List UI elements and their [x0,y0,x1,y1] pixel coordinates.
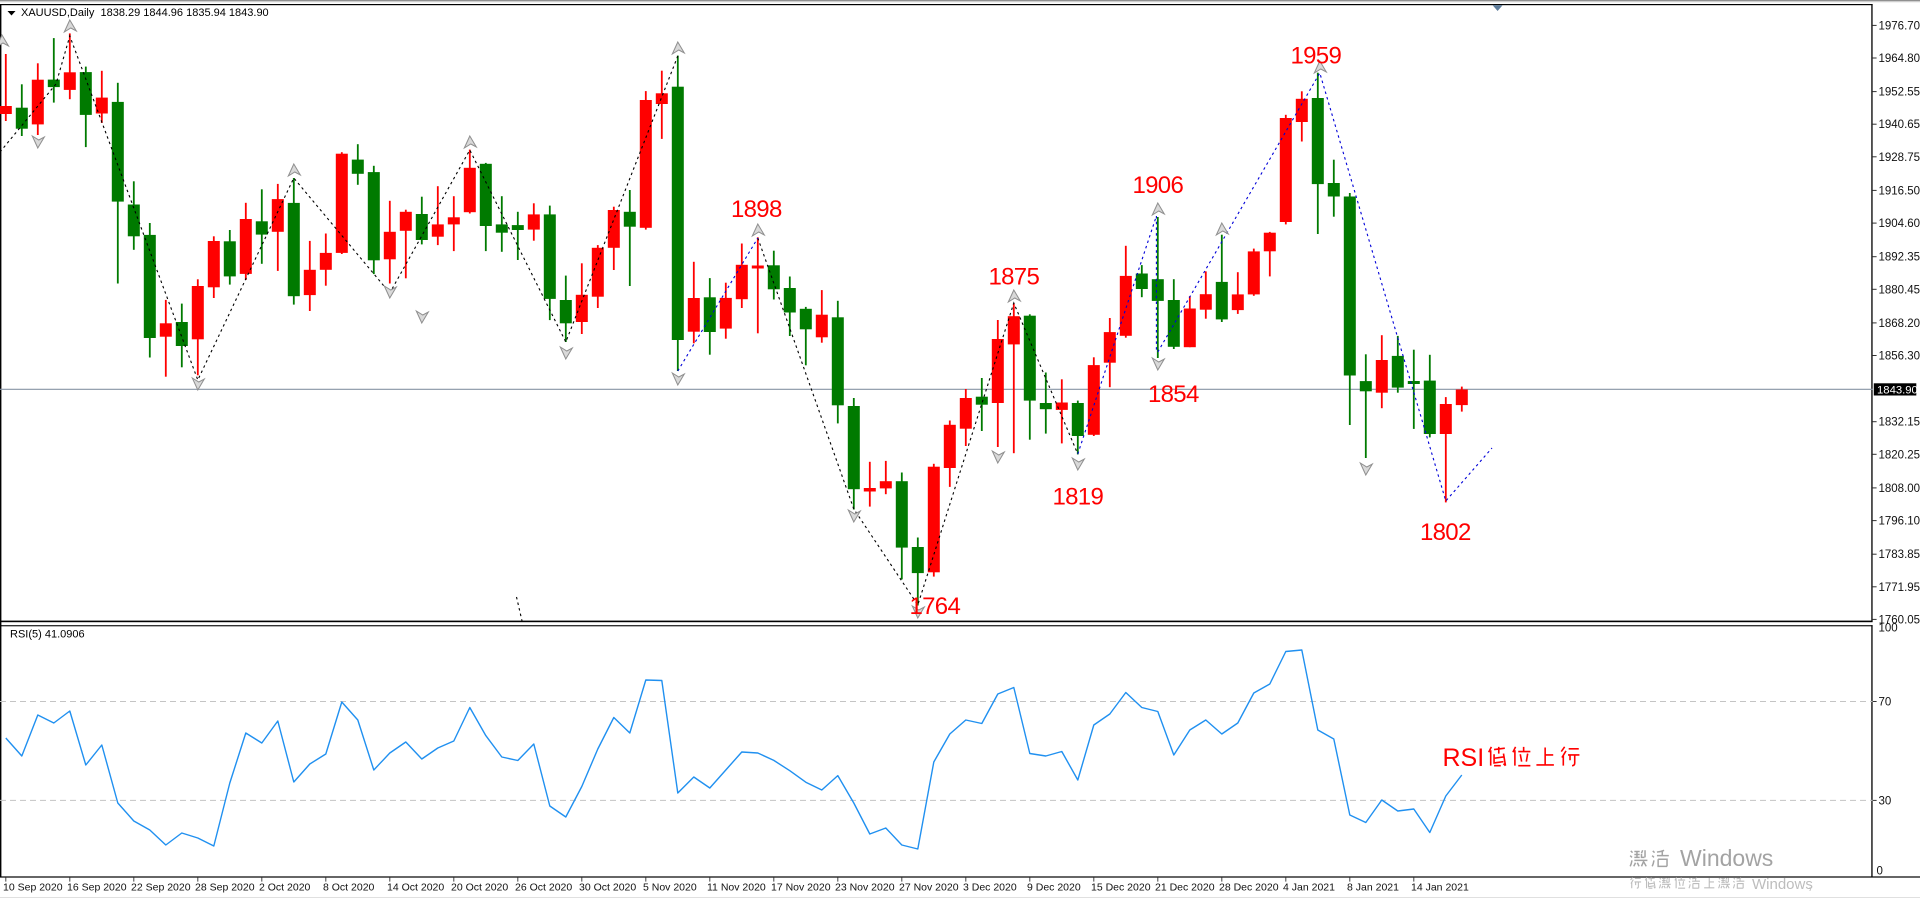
svg-text:1906: 1906 [1133,172,1184,199]
svg-text:1808.00: 1808.00 [1879,483,1920,495]
svg-text:0: 0 [1877,866,1883,878]
svg-text:1771.95: 1771.95 [1879,582,1920,594]
svg-text:1928.75: 1928.75 [1879,152,1920,164]
svg-text:1764: 1764 [910,593,961,620]
svg-text:,: , [1808,876,1812,893]
svg-text:22 Sep 2020: 22 Sep 2020 [131,882,191,894]
svg-text:100: 100 [1879,623,1898,635]
svg-text:1940.65: 1940.65 [1879,119,1920,131]
svg-text:10 Sep 2020: 10 Sep 2020 [3,882,63,894]
svg-text:16 Sep 2020: 16 Sep 2020 [67,882,127,894]
svg-text:1820.25: 1820.25 [1879,449,1920,461]
svg-text:1856.30: 1856.30 [1879,351,1920,363]
svg-text:1916.50: 1916.50 [1879,185,1920,197]
svg-text:1898: 1898 [731,196,782,223]
svg-text:1783.85: 1783.85 [1879,549,1920,561]
svg-text:26 Oct 2020: 26 Oct 2020 [515,882,572,894]
svg-text:1904.60: 1904.60 [1879,218,1920,230]
svg-text:1802: 1802 [1420,519,1471,546]
svg-text:1976.70: 1976.70 [1879,20,1920,32]
svg-text:27 Nov 2020: 27 Nov 2020 [899,882,959,894]
svg-text:30: 30 [1879,795,1892,807]
svg-text:1892.35: 1892.35 [1879,252,1920,264]
svg-text:1819: 1819 [1053,484,1104,511]
svg-text:RSI: RSI [1443,744,1485,772]
svg-text:1964.80: 1964.80 [1879,53,1920,65]
svg-text:8 Oct 2020: 8 Oct 2020 [323,882,375,894]
svg-text:5 Nov 2020: 5 Nov 2020 [643,882,697,894]
svg-text:XAUUSD,Daily 1838.29 1844.96: XAUUSD,Daily 1838.29 1844.96 1835.94 184… [21,7,269,19]
svg-text:1796.10: 1796.10 [1879,516,1920,528]
svg-text:8 Jan 2021: 8 Jan 2021 [1347,882,1399,894]
svg-text:1952.55: 1952.55 [1879,87,1920,99]
svg-text:21 Dec 2020: 21 Dec 2020 [1155,882,1215,894]
svg-text:28 Sep 2020: 28 Sep 2020 [195,882,255,894]
svg-text:Windows: Windows [1680,845,1773,871]
svg-text:14 Jan 2021: 14 Jan 2021 [1411,882,1469,894]
svg-text:1880.45: 1880.45 [1879,284,1920,296]
svg-text:RSI(5) 41.0906: RSI(5) 41.0906 [10,629,85,641]
svg-text:2 Oct 2020: 2 Oct 2020 [259,882,311,894]
svg-text:1868.20: 1868.20 [1879,318,1920,330]
svg-text:9 Dec 2020: 9 Dec 2020 [1027,882,1081,894]
svg-text:28 Dec 2020: 28 Dec 2020 [1219,882,1279,894]
svg-text:11 Nov 2020: 11 Nov 2020 [707,882,766,894]
svg-text:70: 70 [1879,697,1892,709]
svg-text:1854: 1854 [1148,381,1199,408]
svg-text:Windows: Windows [1752,876,1813,893]
svg-text:14 Oct 2020: 14 Oct 2020 [387,882,444,894]
svg-text:20 Oct 2020: 20 Oct 2020 [451,882,508,894]
svg-text:1959: 1959 [1291,43,1342,70]
svg-text:3 Dec 2020: 3 Dec 2020 [963,882,1017,894]
svg-text:1832.15: 1832.15 [1879,417,1920,429]
svg-text:4 Jan 2021: 4 Jan 2021 [1283,882,1335,894]
svg-text:1843.90: 1843.90 [1877,384,1918,396]
svg-text:23 Nov 2020: 23 Nov 2020 [835,882,895,894]
svg-text:17 Nov 2020: 17 Nov 2020 [771,882,831,894]
svg-text:1760.05: 1760.05 [1879,614,1920,626]
svg-text:15 Dec 2020: 15 Dec 2020 [1091,882,1151,894]
svg-text:1875: 1875 [989,264,1040,291]
svg-text:30 Oct 2020: 30 Oct 2020 [579,882,636,894]
